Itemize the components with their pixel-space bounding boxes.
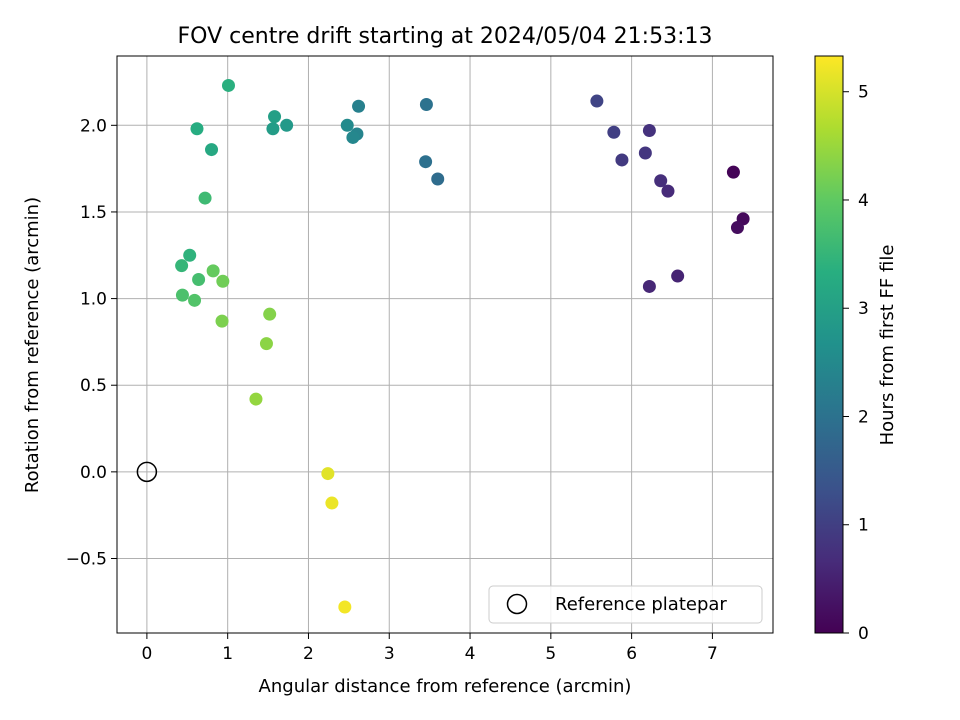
reference-platepar-marker xyxy=(136,461,158,483)
data-point xyxy=(730,221,744,235)
scatter-points xyxy=(136,78,750,614)
data-point xyxy=(419,155,433,169)
data-point xyxy=(321,467,335,481)
legend-box xyxy=(488,585,763,624)
data-point xyxy=(221,78,235,92)
data-point xyxy=(638,146,652,160)
colorbar-tick-label: 5 xyxy=(858,83,869,103)
colorbar-gradient xyxy=(814,55,844,634)
colorbar-tick-label: 1 xyxy=(858,516,869,536)
x-axis-ticks: 0 1 2 3 4 5 6 7 xyxy=(141,633,718,664)
data-point xyxy=(192,273,206,287)
x-tick-label: 2 xyxy=(303,644,314,664)
data-point xyxy=(215,314,229,328)
data-point xyxy=(642,124,656,138)
data-point xyxy=(175,288,189,302)
x-tick-label: 4 xyxy=(465,644,476,664)
data-point xyxy=(654,174,668,188)
legend: Reference platepar xyxy=(488,585,763,624)
data-point xyxy=(175,259,189,273)
data-point xyxy=(280,118,294,132)
x-tick-label: 6 xyxy=(626,644,637,664)
colorbar-tick-label: 0 xyxy=(858,624,869,644)
y-tick-label: 0.5 xyxy=(80,376,107,396)
data-point xyxy=(590,94,604,108)
data-point xyxy=(346,130,360,144)
data-point xyxy=(205,143,219,157)
data-point xyxy=(642,279,656,293)
x-tick-label: 3 xyxy=(384,644,395,664)
y-tick-label: 1.0 xyxy=(80,290,107,310)
data-point xyxy=(726,165,740,179)
colorbar-tick-label: 3 xyxy=(858,299,869,319)
data-point xyxy=(198,191,212,205)
data-point xyxy=(183,248,197,262)
colorbar: 0 1 2 3 4 5 Hours from first FF file xyxy=(814,55,898,644)
data-point xyxy=(190,122,204,136)
colorbar-label: Hours from first FF file xyxy=(877,245,898,446)
y-tick-label: 1.5 xyxy=(80,203,107,223)
data-point xyxy=(249,392,263,406)
y-tick-label: −0.5 xyxy=(66,549,107,569)
data-point xyxy=(615,153,629,167)
y-tick-label: 0.0 xyxy=(80,463,107,483)
colorbar-tick-label: 4 xyxy=(858,191,869,211)
data-point xyxy=(340,118,354,132)
x-axis-label: Angular distance from reference (arcmin) xyxy=(259,676,632,697)
data-point xyxy=(661,184,675,198)
y-tick-label: 2.0 xyxy=(80,116,107,136)
data-point xyxy=(431,172,445,186)
data-point xyxy=(352,99,366,113)
data-point xyxy=(206,264,220,278)
data-point xyxy=(338,600,352,614)
y-axis-ticks: −0.5 0.0 0.5 1.0 1.5 2.0 xyxy=(66,116,117,569)
data-point xyxy=(266,122,280,136)
data-point xyxy=(419,98,433,112)
plot-area-frame xyxy=(116,55,774,634)
chart-title: FOV centre drift starting at 2024/05/04 … xyxy=(178,24,713,49)
data-point xyxy=(216,274,230,288)
x-tick-label: 1 xyxy=(222,644,233,664)
grid-lines xyxy=(117,56,773,633)
data-point xyxy=(268,110,282,124)
data-point xyxy=(607,125,621,139)
data-point xyxy=(325,496,339,510)
data-point xyxy=(671,269,685,283)
data-point xyxy=(259,337,273,351)
colorbar-tick-label: 2 xyxy=(858,407,869,427)
x-tick-label: 0 xyxy=(141,644,152,664)
data-point xyxy=(188,293,202,307)
colorbar-ticks: 0 1 2 3 4 5 xyxy=(843,83,869,644)
x-tick-label: 5 xyxy=(545,644,556,664)
y-axis-label: Rotation from reference (arcmin) xyxy=(22,197,43,493)
x-tick-label: 7 xyxy=(707,644,718,664)
data-point xyxy=(263,307,277,321)
legend-open-circle-marker xyxy=(506,593,528,615)
legend-label: Reference platepar xyxy=(555,594,727,615)
